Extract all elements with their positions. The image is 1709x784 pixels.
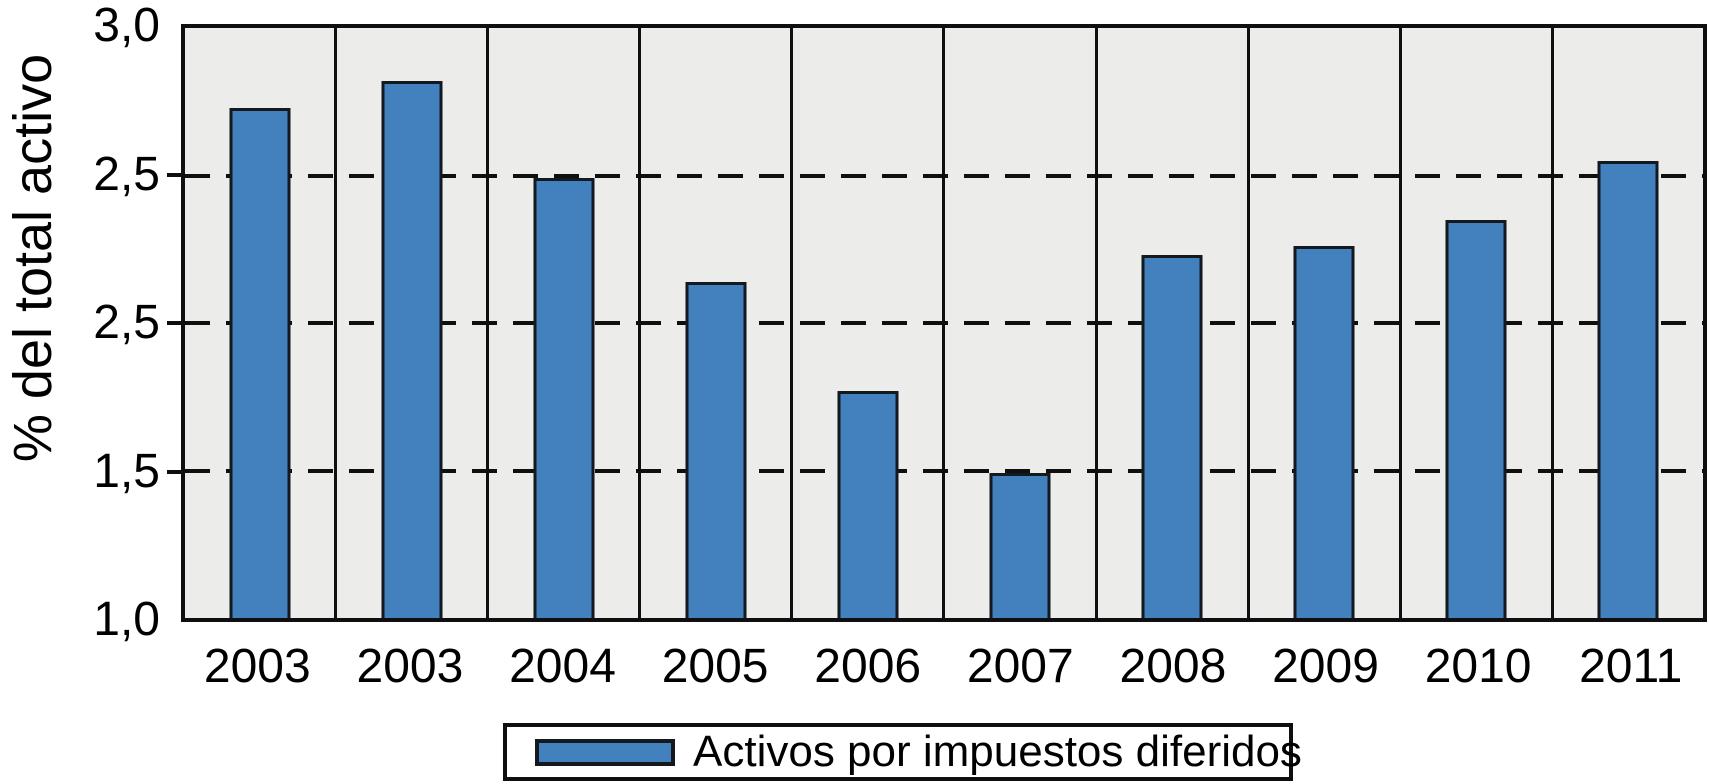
x-tick-label: 2011	[1579, 640, 1683, 693]
y-tick-mark	[167, 469, 182, 474]
y-tick-label: 1,0	[93, 593, 160, 646]
bar	[1597, 161, 1659, 618]
y-tick-mark	[167, 172, 182, 177]
bar	[685, 282, 747, 618]
category-cell	[1554, 28, 1703, 618]
x-tick-label: 2009	[1272, 640, 1379, 693]
gridline	[185, 468, 1703, 473]
bar	[1445, 220, 1507, 618]
bar	[229, 108, 291, 618]
x-tick-label: 2008	[1119, 640, 1227, 693]
x-tick-label: 2010	[1424, 640, 1532, 693]
gridline	[185, 173, 1703, 178]
category-cell	[185, 28, 338, 618]
y-axis-label: % del total activo	[3, 53, 63, 463]
bar	[989, 473, 1051, 618]
y-tick-label: 3,0	[93, 0, 160, 52]
x-tick-label: 2007	[966, 640, 1074, 693]
legend-label: Activos por impuestos diferidos	[693, 727, 1302, 776]
bar	[837, 391, 899, 618]
y-tick-label: 2,5	[93, 147, 160, 201]
bar	[381, 81, 443, 618]
legend-swatch-icon	[535, 738, 675, 766]
y-tick-mark	[167, 321, 182, 325]
category-cell	[489, 28, 642, 618]
bar	[1141, 255, 1203, 618]
bar	[1293, 246, 1355, 618]
x-tick-label: 2004	[509, 640, 616, 693]
x-tick-label: 2006	[814, 640, 922, 693]
gridline	[185, 321, 1703, 325]
x-tick-label: 2003	[203, 640, 311, 693]
x-tick-label: 2005	[661, 640, 769, 693]
y-tick-label: 1,5	[93, 444, 160, 498]
legend: Activos por impuestos diferidos	[503, 723, 1302, 781]
x-tick-label: 2003	[356, 640, 464, 693]
plot-area	[181, 24, 1707, 622]
bar	[533, 178, 595, 618]
y-tick-label: 2,5	[93, 296, 160, 349]
